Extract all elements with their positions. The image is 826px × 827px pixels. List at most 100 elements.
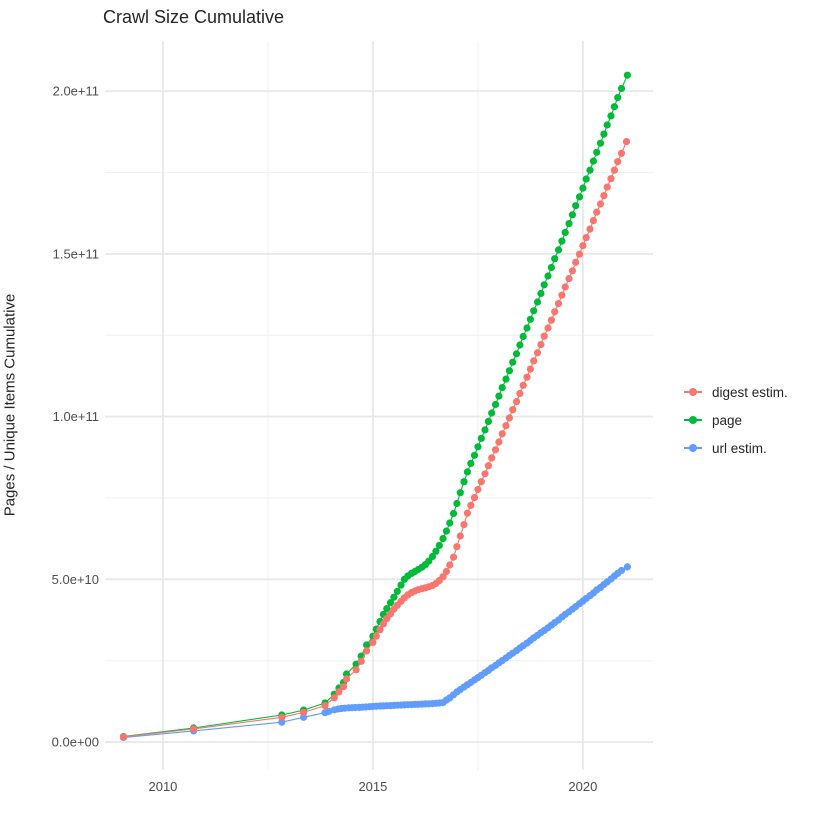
- data-point: [467, 501, 475, 509]
- series-digest-estim: [119, 138, 631, 741]
- data-point: [432, 547, 440, 555]
- data-point: [460, 521, 468, 529]
- data-point: [558, 237, 566, 245]
- data-point: [540, 332, 548, 340]
- data-point: [439, 535, 447, 543]
- data-point: [530, 357, 538, 365]
- data-point: [596, 139, 605, 147]
- data-point: [477, 434, 485, 442]
- data-point: [544, 272, 552, 280]
- legend-item-label: page: [712, 412, 743, 428]
- data-point: [502, 422, 510, 430]
- legend-key-icon: [684, 441, 702, 455]
- data-point: [607, 175, 615, 183]
- data-point: [397, 581, 405, 589]
- legend-key-icon: [684, 385, 702, 399]
- data-point: [470, 494, 479, 502]
- grid-minor: [105, 41, 653, 770]
- data-point: [335, 688, 343, 696]
- x-tick-label: 2015: [358, 779, 387, 794]
- data-point: [467, 459, 475, 467]
- data-point: [379, 620, 387, 628]
- data-point: [376, 626, 384, 634]
- data-point: [456, 489, 464, 497]
- data-point: [491, 400, 500, 409]
- data-point: [558, 291, 566, 299]
- data-point: [572, 258, 580, 266]
- legend-key-dot: [689, 444, 697, 452]
- y-tick-label: 5.0e+10: [52, 572, 99, 587]
- data-point: [589, 157, 598, 165]
- data-point: [533, 298, 542, 306]
- data-point: [393, 587, 401, 595]
- data-point: [586, 166, 594, 174]
- data-point: [484, 462, 492, 470]
- data-point: [523, 373, 531, 381]
- data-point: [617, 149, 626, 157]
- data-point: [516, 389, 524, 398]
- data-point: [623, 563, 632, 571]
- data-point: [390, 593, 398, 601]
- data-point: [579, 242, 587, 250]
- data-point: [575, 193, 584, 201]
- data-point: [488, 409, 496, 417]
- data-point: [589, 217, 598, 225]
- legend-key-dot: [689, 388, 697, 396]
- data-point: [516, 341, 524, 349]
- data-point: [363, 647, 371, 655]
- series-url-estim: [119, 563, 632, 742]
- data-point: [610, 103, 619, 111]
- data-point: [519, 332, 527, 341]
- series-line-url-estim: [123, 566, 628, 739]
- data-point: [519, 381, 527, 389]
- data-point: [617, 566, 626, 575]
- data-point: [428, 552, 437, 561]
- data-point: [278, 713, 286, 721]
- data-point: [537, 289, 545, 298]
- chart-title: Crawl Size Cumulative: [103, 7, 285, 27]
- data-point: [575, 250, 584, 258]
- data-point: [505, 414, 513, 422]
- data-point: [526, 315, 535, 323]
- data-point: [523, 324, 531, 332]
- data-point: [488, 454, 496, 462]
- data-point: [498, 384, 506, 392]
- data-point: [582, 175, 590, 183]
- data-point: [363, 641, 371, 649]
- series-line-digest-estim: [123, 141, 628, 738]
- data-point: [509, 406, 517, 414]
- data-point: [352, 666, 360, 674]
- data-point: [481, 470, 489, 478]
- data-point: [512, 398, 521, 406]
- legend-item-label: url estim.: [712, 440, 767, 456]
- data-point: [484, 417, 492, 425]
- legend-item-digest-estim: digest estim.: [684, 378, 788, 406]
- data-point: [526, 365, 535, 373]
- data-point: [453, 543, 461, 551]
- data-point: [357, 657, 365, 665]
- x-tick-label: 2010: [148, 779, 177, 794]
- data-point: [383, 605, 391, 613]
- data-point: [339, 683, 348, 691]
- data-point: [568, 267, 577, 275]
- data-point: [537, 341, 545, 349]
- data-point: [460, 478, 468, 486]
- data-point: [325, 707, 333, 716]
- data-point: [300, 708, 308, 717]
- legend-key-dot: [689, 416, 697, 424]
- legend-item-url-estim: url estim.: [684, 434, 788, 462]
- data-point: [190, 725, 198, 733]
- data-point: [439, 573, 447, 581]
- data-point: [579, 184, 587, 192]
- x-tick-label: 2020: [568, 779, 597, 794]
- data-point: [565, 275, 573, 283]
- legend-item-page: page: [684, 406, 788, 434]
- data-point: [481, 426, 489, 434]
- data-point: [446, 561, 454, 569]
- data-point: [495, 392, 503, 400]
- data-point: [614, 158, 622, 166]
- data-point: [386, 599, 395, 607]
- data-point: [596, 200, 605, 208]
- data-point: [614, 94, 622, 102]
